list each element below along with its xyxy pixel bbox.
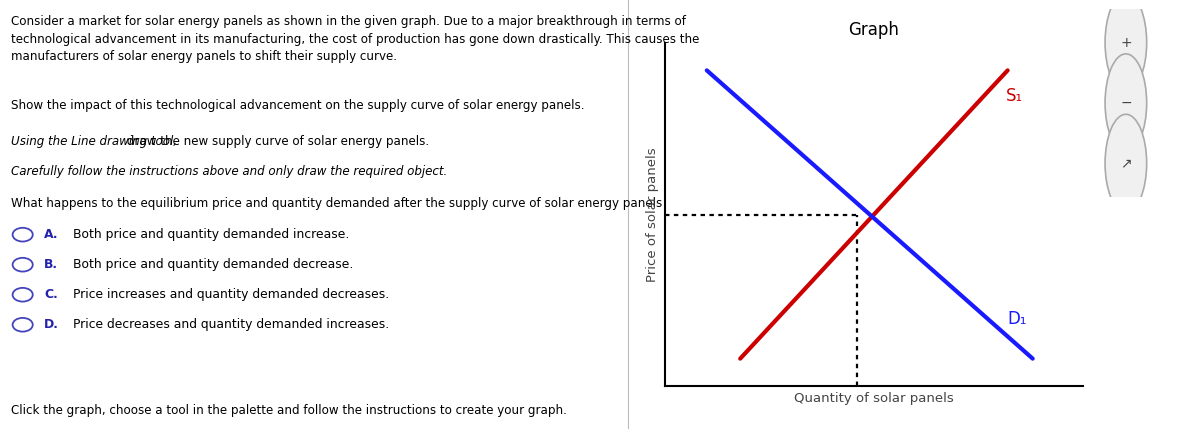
- Text: draw the new supply curve of solar energy panels.: draw the new supply curve of solar energ…: [124, 135, 430, 148]
- Circle shape: [1105, 54, 1146, 152]
- Text: What happens to the equilibrium price and quantity demanded after the supply cur: What happens to the equilibrium price an…: [12, 197, 705, 210]
- Text: C.: C.: [44, 288, 58, 301]
- X-axis label: Quantity of solar panels: Quantity of solar panels: [794, 392, 953, 405]
- Text: Consider a market for solar energy panels as shown in the given graph. Due to a : Consider a market for solar energy panel…: [12, 15, 699, 63]
- Text: Click the graph, choose a tool in the palette and follow the instructions to cre: Click the graph, choose a tool in the pa…: [12, 404, 567, 417]
- Text: Both price and quantity demanded decrease.: Both price and quantity demanded decreas…: [73, 258, 353, 271]
- Title: Graph: Graph: [849, 21, 899, 39]
- Circle shape: [1105, 114, 1146, 212]
- Text: Carefully follow the instructions above and only draw the required object.: Carefully follow the instructions above …: [12, 165, 447, 178]
- Text: S₁: S₁: [1005, 87, 1023, 105]
- Text: B.: B.: [44, 258, 58, 271]
- Text: ↗: ↗: [1121, 156, 1131, 170]
- Text: Using the Line drawing tool,: Using the Line drawing tool,: [12, 135, 178, 148]
- Text: A.: A.: [44, 228, 59, 241]
- Y-axis label: Price of solar panels: Price of solar panels: [646, 147, 659, 282]
- Text: −: −: [1121, 96, 1131, 110]
- Circle shape: [1105, 0, 1146, 92]
- Text: Show the impact of this technological advancement on the supply curve of solar e: Show the impact of this technological ad…: [12, 99, 585, 112]
- Text: Price decreases and quantity demanded increases.: Price decreases and quantity demanded in…: [73, 318, 390, 331]
- Text: Both price and quantity demanded increase.: Both price and quantity demanded increas…: [73, 228, 350, 241]
- Text: D.: D.: [44, 318, 59, 331]
- Text: Price increases and quantity demanded decreases.: Price increases and quantity demanded de…: [73, 288, 390, 301]
- Text: D₁: D₁: [1008, 310, 1028, 328]
- Text: +: +: [1121, 36, 1131, 50]
